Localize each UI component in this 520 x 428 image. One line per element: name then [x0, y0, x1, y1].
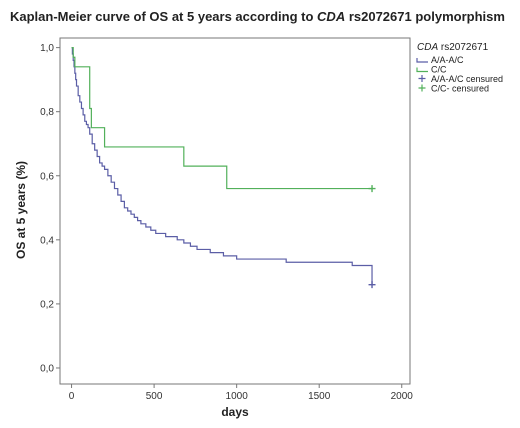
x-tick-label: 1500	[308, 391, 331, 402]
x-axis-label: days	[221, 405, 249, 419]
y-tick-label: 0,0	[40, 363, 54, 374]
legend-swatch-c-c-censured	[418, 84, 426, 92]
plot-area	[59, 37, 411, 385]
chart-title-prefix: Kaplan-Meier curve of OS at 5 years acco…	[10, 9, 317, 24]
y-tick-label: 0,6	[40, 171, 54, 182]
y-tick-label: 0,4	[40, 235, 54, 246]
survival-line-a-a-a-c	[71, 47, 373, 285]
chart-title: Kaplan-Meier curve of OS at 5 years acco…	[10, 9, 505, 24]
x-tick-label: 0	[69, 391, 75, 402]
y-axis-label: OS at 5 years (%)	[14, 161, 28, 259]
legend-title-italic: CDA	[417, 42, 438, 53]
censor-markers	[368, 185, 376, 289]
y-axis: 0,0 0,2 0,4 0,6 0,8 1,0	[40, 43, 60, 374]
censor-marker-c-c-censured	[368, 185, 376, 193]
legend-label-c-c-censured: C/C- censured	[431, 84, 489, 94]
y-tick-label: 1,0	[40, 43, 54, 54]
x-tick-label: 1000	[226, 391, 249, 402]
survival-line-c-c	[71, 47, 373, 190]
x-axis: 0 500 1000 1500 2000	[69, 384, 414, 402]
legend-swatch-c-c	[416, 67, 428, 73]
censor-marker-a-a-a-c-censured	[368, 281, 376, 289]
y-tick-label: 0,8	[40, 107, 54, 118]
legend: CDA rs2072671 A/A-A/CC/CA/A-A/C censured…	[416, 42, 503, 94]
legend-swatch-a-a-a-c	[416, 58, 428, 63]
legend-title: CDA rs2072671	[417, 42, 489, 53]
x-tick-label: 2000	[391, 391, 414, 402]
legend-label-a-a-a-c-censured: A/A-A/C censured	[431, 74, 503, 84]
legend-swatch-a-a-a-c-censured	[418, 75, 426, 82]
legend-label-c-c: C/C	[431, 65, 447, 75]
chart-title-italic: CDA	[317, 9, 345, 24]
y-tick-label: 0,2	[40, 299, 54, 310]
chart-title-suffix: rs2072671 polymorphism	[345, 9, 505, 24]
legend-label-a-a-a-c: A/A-A/C	[431, 55, 464, 65]
legend-title-rest: rs2072671	[438, 42, 488, 53]
x-tick-label: 500	[146, 391, 163, 402]
survival-curves	[71, 47, 373, 285]
